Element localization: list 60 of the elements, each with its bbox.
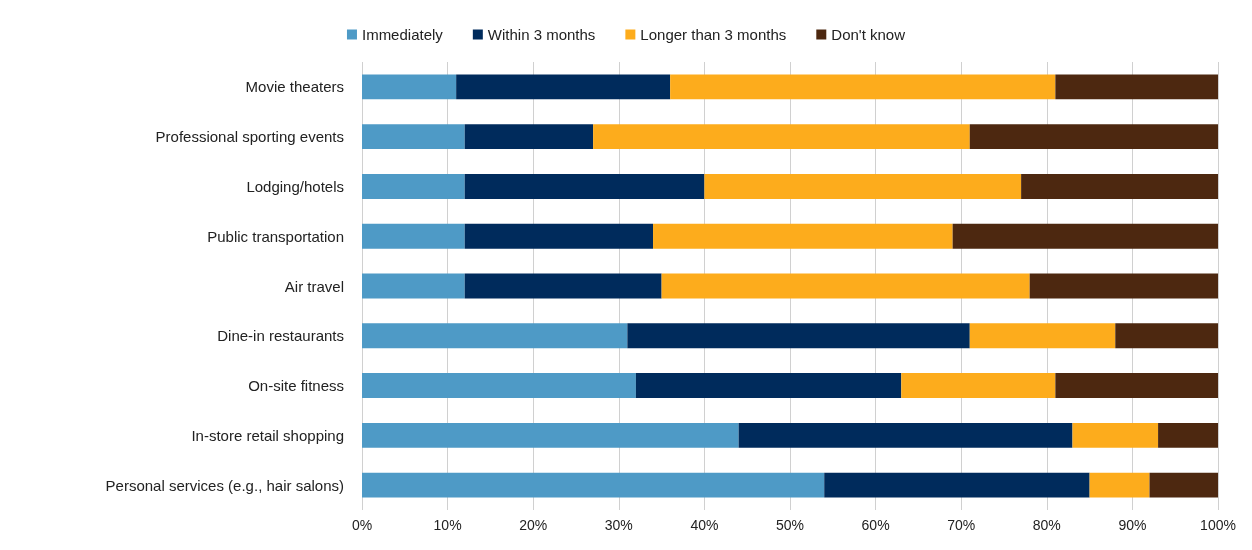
bar <box>1158 422 1218 448</box>
legend-label: Immediately <box>361 26 444 43</box>
bar <box>464 124 594 150</box>
bar <box>362 124 465 150</box>
bar <box>738 422 1073 448</box>
bar <box>362 273 465 299</box>
x-tick-label: 70% <box>947 517 976 533</box>
x-tick-label: 80% <box>1032 517 1061 533</box>
bar <box>969 124 1218 150</box>
bar <box>362 174 465 199</box>
bar <box>362 472 825 498</box>
y-tick-label: In-store retail shopping <box>191 426 344 444</box>
bar <box>704 174 1022 199</box>
bar <box>1029 273 1218 299</box>
bar <box>1021 174 1218 199</box>
y-tick-label: Air travel <box>284 277 344 295</box>
bar <box>464 223 654 249</box>
bar <box>1115 323 1218 349</box>
x-tick-label: 30% <box>604 517 633 533</box>
bar <box>362 373 636 398</box>
y-tick-label: Public transportation <box>207 227 344 245</box>
bar <box>1055 74 1218 100</box>
bar <box>593 124 970 150</box>
x-tick-label: 10% <box>433 517 462 533</box>
bar <box>661 273 1030 299</box>
bar <box>1072 422 1159 448</box>
x-tick-label: 40% <box>690 517 719 533</box>
x-tick-label: 90% <box>1118 517 1147 533</box>
bar <box>1149 472 1218 498</box>
legend-label: Don't know <box>831 26 906 43</box>
bar <box>362 422 739 448</box>
x-tick-label: 50% <box>775 517 805 533</box>
bar <box>901 373 1056 398</box>
legend-label: Within 3 months <box>487 26 596 43</box>
bar <box>670 74 1056 100</box>
x-tick-label: 100% <box>1200 517 1236 533</box>
x-tick-label: 0% <box>351 517 373 533</box>
y-tick-label: Dine-in restaurants <box>217 327 344 345</box>
bar <box>464 174 705 199</box>
bar <box>1089 472 1150 498</box>
bar <box>952 223 1218 249</box>
y-tick-label: Lodging/hotels <box>246 177 344 195</box>
bar <box>464 273 662 299</box>
bar <box>653 223 953 249</box>
bar <box>362 74 457 100</box>
bar <box>362 323 628 349</box>
bar <box>824 472 1090 498</box>
bar <box>456 74 671 100</box>
bar <box>627 323 970 349</box>
bar <box>969 323 1116 349</box>
legend-label: Longer than 3 months <box>640 26 787 43</box>
y-tick-label: Professional sporting events <box>155 128 344 146</box>
x-tick-label: 60% <box>861 517 890 533</box>
bar <box>1055 373 1218 398</box>
y-tick-label: Movie theaters <box>245 78 344 96</box>
bar <box>635 373 902 398</box>
bar <box>362 223 465 249</box>
y-tick-label: On-site fitness <box>248 377 344 395</box>
y-tick-label: Personal services (e.g., hair salons) <box>105 476 344 494</box>
x-tick-label: 20% <box>519 517 548 533</box>
